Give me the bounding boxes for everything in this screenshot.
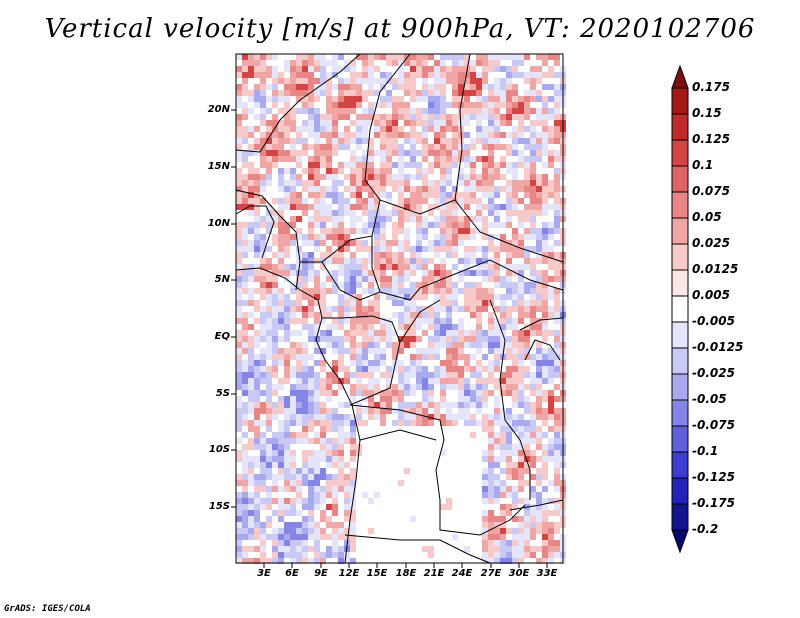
colorbar-swatch bbox=[671, 347, 689, 375]
colorbar-label: -0.125 bbox=[692, 470, 735, 484]
lat-label: 20N bbox=[207, 104, 230, 115]
colorbar-label: 0.025 bbox=[692, 236, 730, 250]
lon-label: 12E bbox=[338, 568, 360, 579]
colorbar-label: -0.005 bbox=[692, 314, 735, 328]
colorbar-swatch bbox=[671, 477, 689, 505]
colorbar-swatch bbox=[671, 139, 689, 167]
border-line bbox=[379, 259, 564, 301]
lon-label: 6E bbox=[285, 568, 299, 579]
colorbar-label: 0.125 bbox=[692, 132, 730, 146]
border-line bbox=[489, 299, 531, 500]
colorbar-swatch bbox=[671, 373, 689, 401]
colorbar-label: 0.175 bbox=[692, 80, 730, 94]
lon-label: 33E bbox=[536, 568, 558, 579]
colorbar-label: 0.15 bbox=[692, 106, 722, 120]
border-line bbox=[235, 53, 361, 153]
lon-label: 30E bbox=[508, 568, 530, 579]
border-line bbox=[509, 499, 564, 511]
colorbar bbox=[671, 64, 689, 554]
lat-label: EQ bbox=[214, 331, 230, 342]
lat-label: 10N bbox=[207, 218, 230, 229]
colorbar-label: 0.1 bbox=[692, 158, 714, 172]
colorbar-label: 0.0125 bbox=[692, 262, 739, 276]
colorbar-label: 0.005 bbox=[692, 288, 730, 302]
colorbar-label: -0.025 bbox=[692, 366, 735, 380]
lon-label: 9E bbox=[314, 568, 328, 579]
colorbar-label: 0.075 bbox=[692, 184, 730, 198]
border-line bbox=[321, 236, 381, 301]
colorbar-label: 0.05 bbox=[692, 210, 722, 224]
border-line bbox=[399, 299, 441, 343]
border-line bbox=[235, 205, 275, 259]
colorbar-swatch bbox=[671, 451, 689, 479]
footer-credit: GrADS: IGES/COLA bbox=[4, 604, 91, 614]
border-line bbox=[379, 53, 471, 215]
lat-label: 10S bbox=[208, 444, 230, 455]
colorbar-swatch bbox=[671, 269, 689, 297]
colorbar-label: -0.05 bbox=[692, 392, 727, 406]
chart-title: Vertical velocity [m/s] at 900hPa, VT: 2… bbox=[44, 14, 756, 44]
lon-label: 3E bbox=[257, 568, 271, 579]
colorbar-label: -0.0125 bbox=[692, 340, 744, 354]
lon-label: 15E bbox=[366, 568, 388, 579]
colorbar-swatch bbox=[671, 425, 689, 453]
colorbar-swatch bbox=[671, 191, 689, 219]
lat-label: 5N bbox=[214, 274, 230, 285]
lat-label: 5S bbox=[215, 388, 230, 399]
lon-label: 18E bbox=[395, 568, 417, 579]
colorbar-bottom-arrow bbox=[671, 529, 689, 554]
lat-label: 15N bbox=[207, 161, 230, 172]
colorbar-swatch bbox=[671, 321, 689, 349]
border-line bbox=[359, 429, 437, 441]
lat-label: 15S bbox=[208, 501, 230, 512]
border-line bbox=[454, 199, 564, 263]
colorbar-swatch bbox=[671, 503, 689, 531]
border-line bbox=[235, 267, 361, 564]
border-line bbox=[235, 189, 301, 291]
colorbar-swatch bbox=[671, 243, 689, 271]
border-line bbox=[322, 315, 401, 406]
lon-label: 27E bbox=[480, 568, 502, 579]
colorbar-top-arrow bbox=[671, 64, 689, 89]
colorbar-swatch bbox=[671, 113, 689, 141]
velocity-field bbox=[236, 54, 566, 564]
border-line bbox=[519, 317, 564, 331]
colorbar-label: -0.175 bbox=[692, 496, 735, 510]
axis-ticks bbox=[231, 109, 548, 568]
colorbar-swatch bbox=[671, 217, 689, 245]
colorbar-label: -0.2 bbox=[692, 522, 719, 536]
colorbar-label: -0.075 bbox=[692, 418, 735, 432]
map-frame bbox=[235, 53, 564, 564]
country-borders bbox=[235, 53, 564, 564]
lon-label: 24E bbox=[451, 568, 473, 579]
border-line bbox=[344, 534, 491, 564]
border-line bbox=[349, 404, 526, 536]
colorbar-swatch bbox=[671, 399, 689, 427]
colorbar-swatch bbox=[671, 87, 689, 115]
border-line bbox=[524, 339, 561, 361]
colorbar-label: -0.1 bbox=[692, 444, 719, 458]
colorbar-swatch bbox=[671, 295, 689, 323]
colorbar-swatch bbox=[671, 165, 689, 193]
lon-label: 21E bbox=[423, 568, 445, 579]
